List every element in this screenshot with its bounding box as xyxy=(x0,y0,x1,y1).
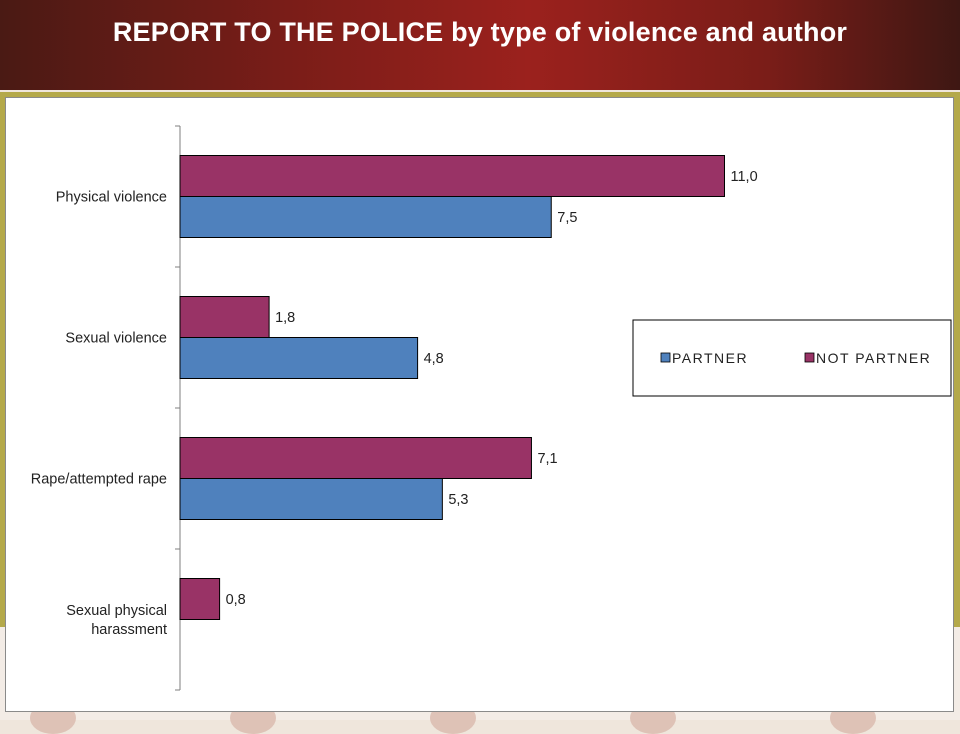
legend-swatch xyxy=(660,352,671,363)
partner-bar xyxy=(179,196,552,238)
data-label: 1,8 xyxy=(275,310,295,326)
chart-panel: Physical violence 11,0 7,5 Sexual violence 1… xyxy=(5,97,954,712)
data-label: 0,8 xyxy=(226,592,246,608)
not-partner-bar xyxy=(179,578,221,620)
legend-box xyxy=(632,319,952,397)
legend-label: PARTNER xyxy=(672,350,748,366)
title-bar: REPORT TO THE POLICE by type of violence… xyxy=(0,0,960,90)
category-label: Rape/attempted rape xyxy=(31,472,167,488)
partner-bar xyxy=(179,478,443,520)
data-label: 5,3 xyxy=(448,492,468,508)
data-label: 7,5 xyxy=(557,210,577,226)
partner-bar xyxy=(179,337,419,379)
not-partner-bar xyxy=(179,296,270,338)
legend-swatch xyxy=(804,352,815,363)
not-partner-bar xyxy=(179,155,725,197)
category-label: Physical violence xyxy=(56,190,167,206)
not-partner-bar xyxy=(179,437,532,479)
data-label: 7,1 xyxy=(537,451,557,467)
legend-label: NOT PARTNER xyxy=(816,350,931,366)
category-label: Sexual physical harassment xyxy=(66,603,167,638)
data-label: 11,0 xyxy=(731,169,758,185)
data-label: 4,8 xyxy=(424,351,444,367)
page-title: REPORT TO THE POLICE by type of violence… xyxy=(112,17,848,47)
category-label: Sexual violence xyxy=(65,331,167,347)
bar-chart: Physical violence 11,0 7,5 Sexual violence 1… xyxy=(31,125,952,691)
